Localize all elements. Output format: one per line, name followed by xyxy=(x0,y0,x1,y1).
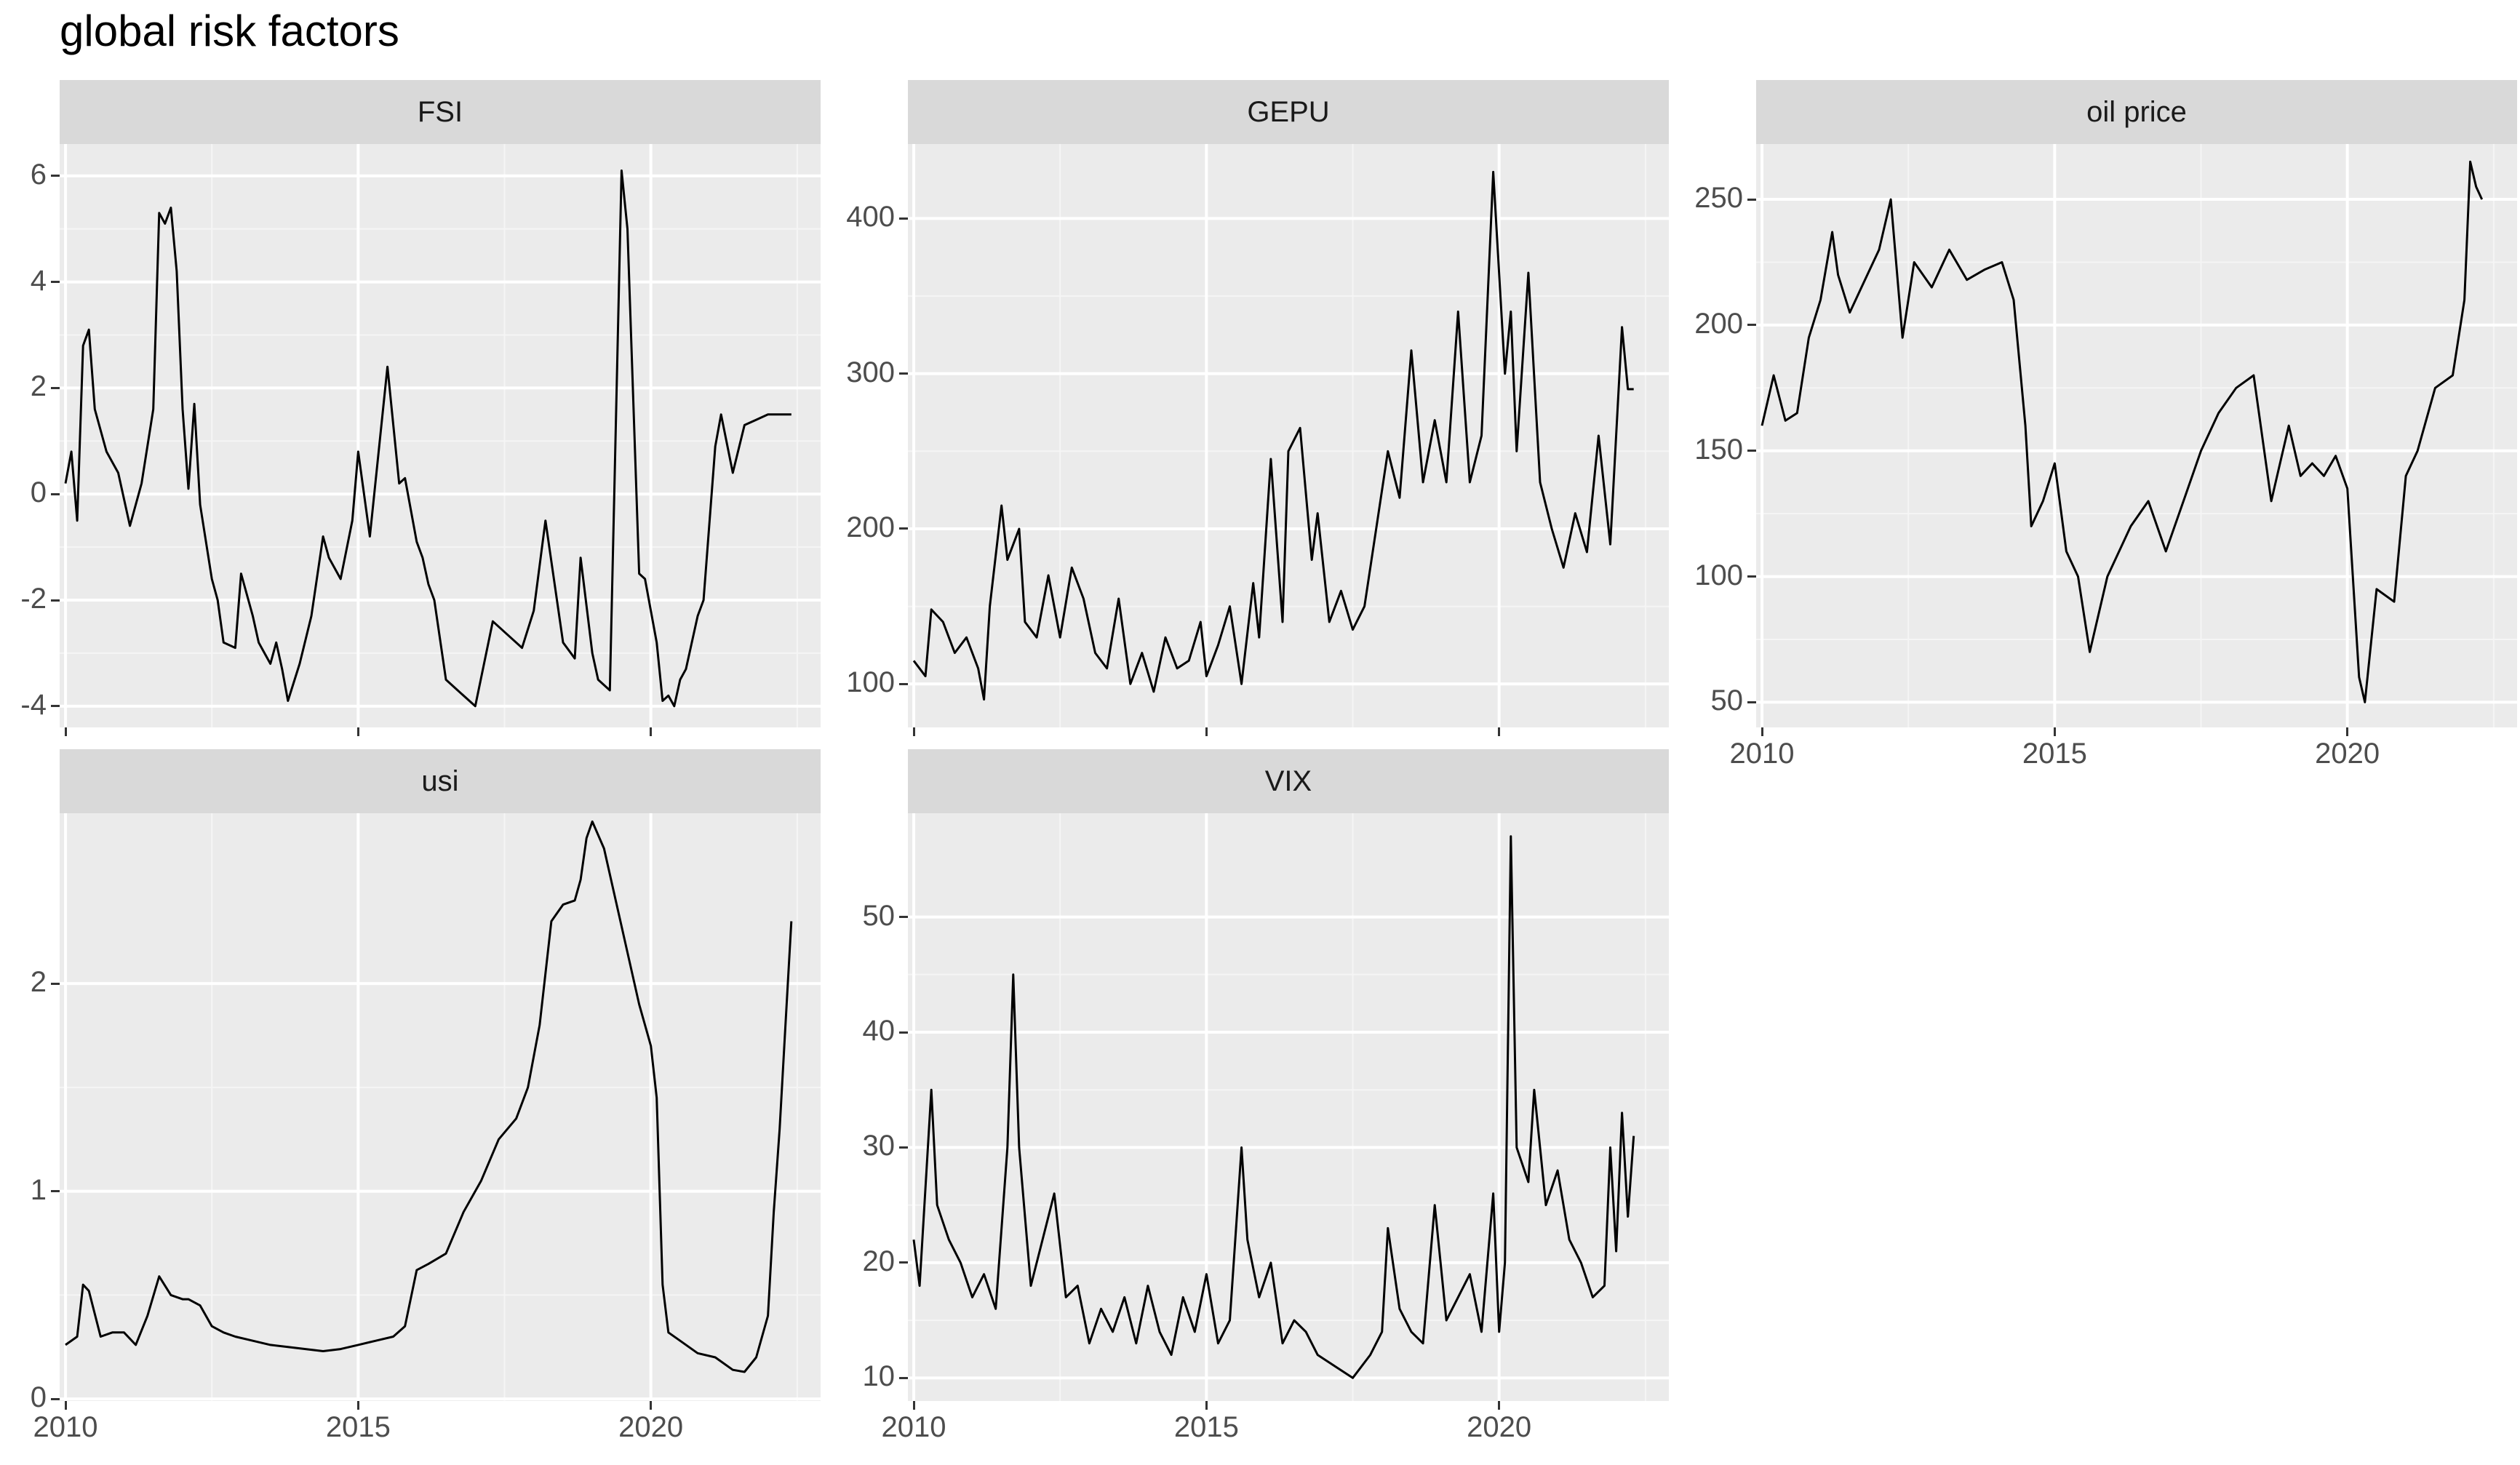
x-tick-mark xyxy=(1205,1401,1208,1410)
y-tick-label: 400 xyxy=(846,201,895,233)
y-tick-mark xyxy=(1747,700,1756,703)
series-line-oil-price xyxy=(1761,160,2484,703)
x-tick-label: 2010 xyxy=(881,1411,946,1443)
x-tick-mark xyxy=(912,727,915,736)
y-tick-mark xyxy=(51,1397,60,1400)
series-line-gepu xyxy=(912,170,1634,701)
panel-usi: usi 0 1 2 2010 2015 2020 xyxy=(31,749,821,1443)
y-tick-label: 150 xyxy=(1694,433,1743,466)
x-tick-mark xyxy=(64,1401,67,1410)
y-tick-label: 2 xyxy=(30,966,47,999)
facet-label-fsi: FSI xyxy=(60,80,821,144)
x-tick-mark xyxy=(356,727,359,736)
y-tick-mark xyxy=(51,386,60,389)
y-tick-mark xyxy=(51,705,60,708)
y-tick-label: 4 xyxy=(30,264,47,297)
y-tick-label: 200 xyxy=(846,511,895,543)
y-tick-label: 100 xyxy=(1694,559,1743,591)
y-tick-mark xyxy=(1747,198,1756,201)
x-tick-label: 2020 xyxy=(1467,1411,1532,1443)
series-line-fsi xyxy=(64,169,792,708)
facet-label-gepu: GEPU xyxy=(908,80,1669,144)
y-tick-label: 50 xyxy=(1710,684,1744,717)
plot-svg-oil-price xyxy=(1756,144,2517,727)
plot-svg-fsi xyxy=(60,144,821,727)
y-tick-mark xyxy=(899,217,908,220)
x-tick-mark xyxy=(356,1401,359,1410)
plot-area-oil-price xyxy=(1756,144,2517,727)
y-tick-label: 30 xyxy=(862,1130,896,1162)
y-tick-mark xyxy=(51,492,60,495)
x-tick-mark xyxy=(912,1401,915,1410)
x-tick-mark xyxy=(2346,727,2349,736)
plot-area-fsi xyxy=(60,144,821,727)
plot-svg-vix xyxy=(908,813,1669,1401)
y-tick-mark xyxy=(899,916,908,919)
x-tick-mark xyxy=(1761,727,1763,736)
y-tick-label: 250 xyxy=(1694,182,1743,215)
y-tick-label: 10 xyxy=(862,1360,896,1393)
x-tick-label: 2010 xyxy=(1729,738,1795,770)
y-tick-label: -4 xyxy=(20,688,47,721)
x-tick-label: 2020 xyxy=(2315,738,2380,770)
y-tick-label: 0 xyxy=(30,1381,47,1414)
x-tick-mark xyxy=(650,727,653,736)
x-tick-mark xyxy=(1498,727,1501,736)
y-tick-label: 0 xyxy=(30,476,47,509)
y-tick-mark xyxy=(899,1146,908,1149)
y-tick-label: 20 xyxy=(862,1245,896,1277)
y-tick-mark xyxy=(1747,450,1756,452)
y-tick-label: 6 xyxy=(30,158,47,191)
y-tick-mark xyxy=(51,1190,60,1193)
y-tick-label: 100 xyxy=(846,666,895,699)
y-tick-mark xyxy=(899,372,908,375)
panel-gepu: GEPU 100 200 300 400 xyxy=(846,80,1669,736)
y-tick-mark xyxy=(899,682,908,685)
y-tick-label: 1 xyxy=(30,1173,47,1206)
y-tick-label: 50 xyxy=(862,899,896,932)
facet-label-usi: usi xyxy=(60,749,821,813)
y-tick-label: 300 xyxy=(846,356,895,388)
chart-title: global risk factors xyxy=(60,7,399,55)
y-tick-mark xyxy=(1747,575,1756,578)
panel-vix: VIX 10 20 30 40 50 2010 2015 2020 xyxy=(863,749,1669,1443)
x-tick-label: 2015 xyxy=(325,1411,391,1443)
x-tick-label: 2020 xyxy=(618,1411,684,1443)
panel-fsi: FSI -4 -2 0 2 4 6 xyxy=(20,80,821,736)
y-tick-mark xyxy=(1747,324,1756,327)
plot-svg-gepu xyxy=(908,144,1669,727)
x-tick-mark xyxy=(650,1401,653,1410)
plot-area-vix xyxy=(908,813,1669,1401)
series-line-usi xyxy=(65,820,793,1373)
x-tick-label: 2010 xyxy=(33,1411,98,1443)
y-tick-mark xyxy=(899,1031,908,1034)
facet-label-oil-price: oil price xyxy=(1756,80,2517,144)
x-tick-label: 2015 xyxy=(1173,1411,1239,1443)
plot-svg-usi xyxy=(60,813,821,1401)
x-tick-mark xyxy=(64,727,67,736)
panel-oil-price: oil price 50 100 150 200 250 2010 2015 2020 xyxy=(1694,80,2517,770)
x-tick-mark xyxy=(1205,727,1208,736)
y-tick-mark xyxy=(51,599,60,602)
y-tick-label: -2 xyxy=(20,583,47,615)
y-tick-label: 40 xyxy=(862,1015,896,1047)
y-tick-mark xyxy=(51,982,60,985)
y-tick-mark xyxy=(899,527,908,530)
facet-label-vix: VIX xyxy=(908,749,1669,813)
x-tick-mark xyxy=(1498,1401,1501,1410)
series-line-vix xyxy=(912,835,1635,1379)
y-tick-mark xyxy=(899,1376,908,1379)
plot-area-gepu xyxy=(908,144,1669,727)
y-tick-mark xyxy=(51,175,60,177)
x-tick-mark xyxy=(2053,727,2056,736)
x-tick-label: 2015 xyxy=(2022,738,2087,770)
y-tick-mark xyxy=(899,1261,908,1264)
y-tick-label: 2 xyxy=(30,370,47,403)
y-tick-mark xyxy=(51,281,60,284)
y-tick-label: 200 xyxy=(1694,307,1743,340)
plot-area-usi xyxy=(60,813,821,1401)
